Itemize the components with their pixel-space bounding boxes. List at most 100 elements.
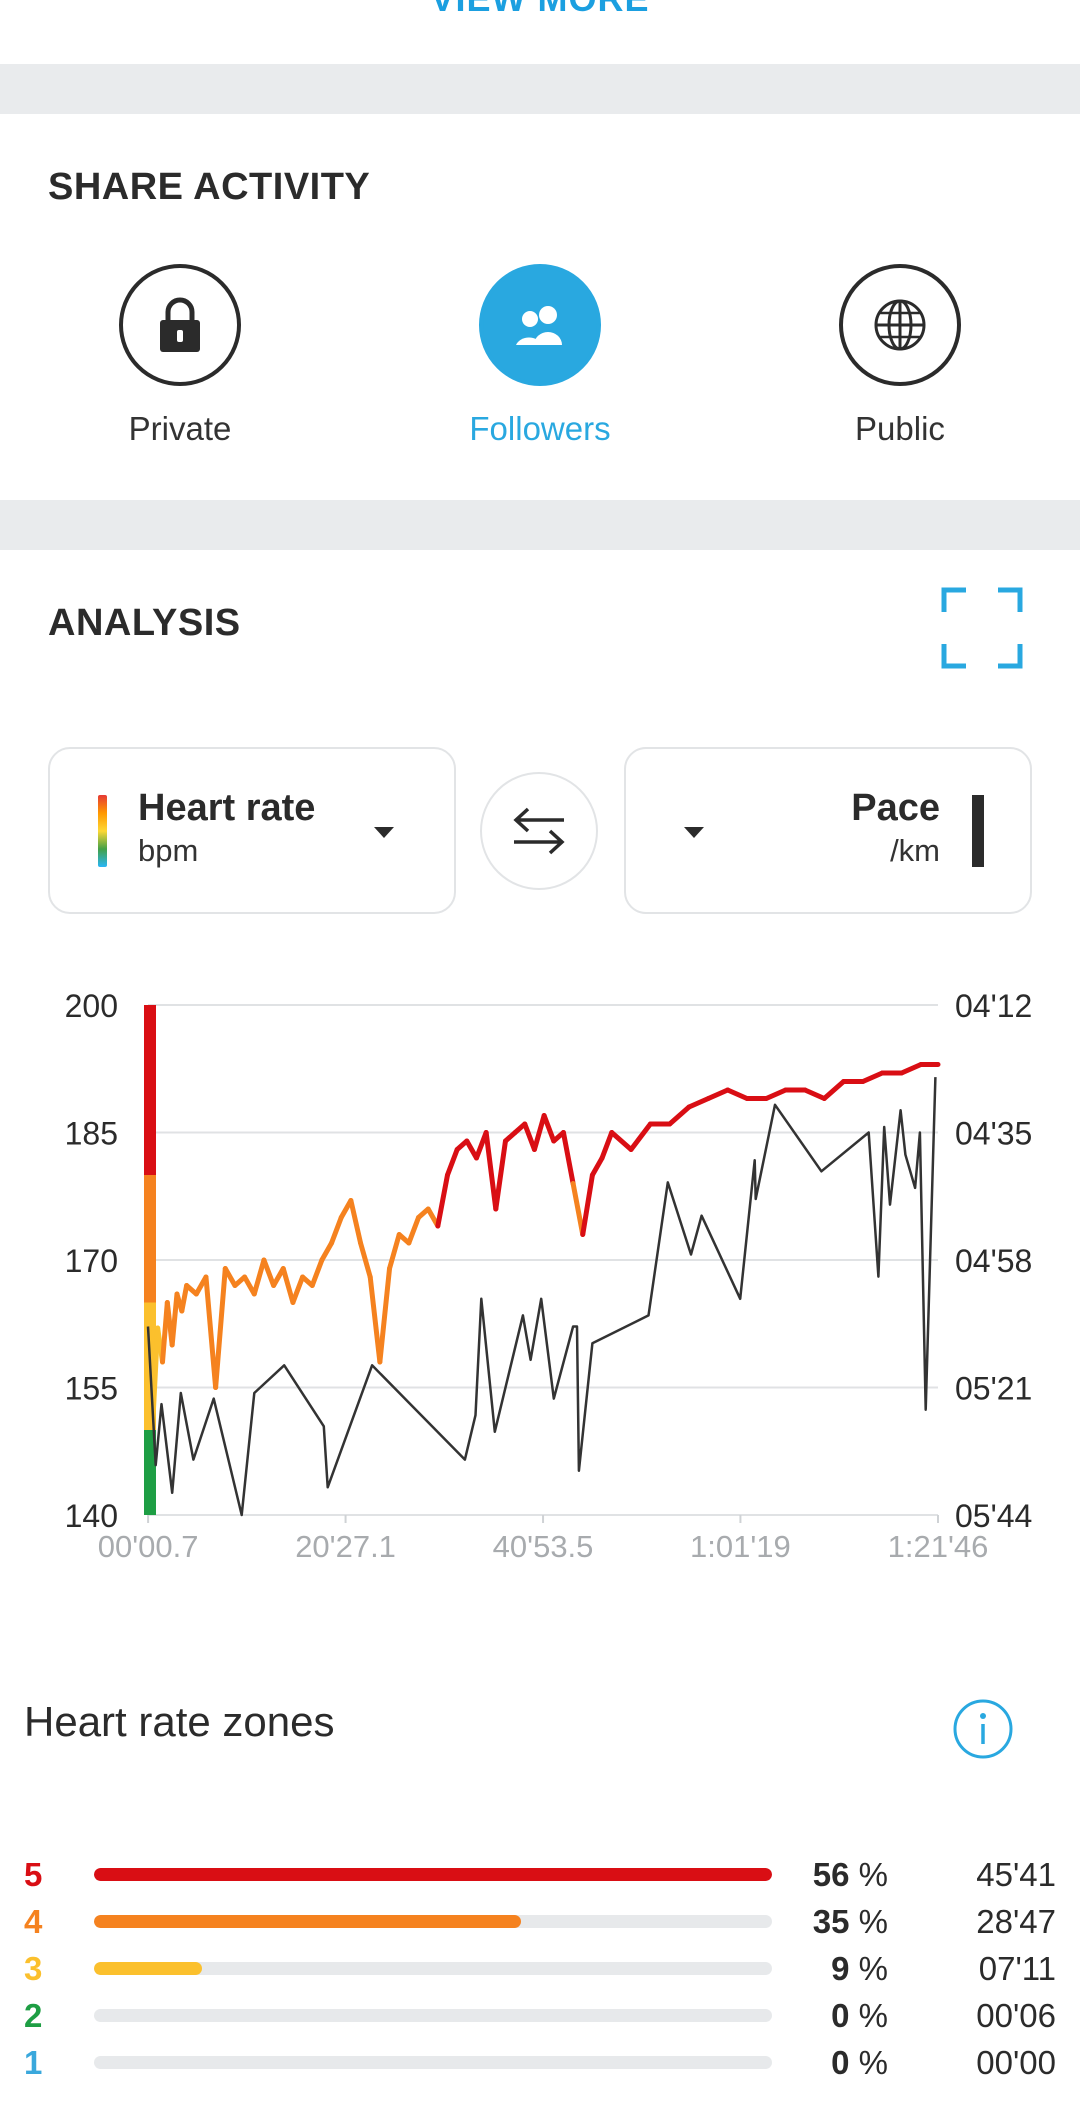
- analysis-card: ANALYSIS Heart rate bpm Pace /km 200 04'1…: [0, 550, 1080, 2115]
- heart-rate-segment: [483, 1130, 499, 1212]
- zone-percent-unit: %: [858, 1997, 888, 2034]
- heart-rate-segment: [367, 1274, 383, 1365]
- heart-rate-segment: [203, 1274, 219, 1390]
- zone-duration: 00'00: [976, 2044, 1056, 2081]
- heart-rate-segment: [560, 1130, 576, 1186]
- zone-percent: 35 %: [813, 1903, 888, 1941]
- zone-bar-fill: [94, 1915, 522, 1928]
- share-option-private[interactable]: Private: [60, 264, 300, 448]
- share-activity-title: SHARE ACTIVITY: [48, 166, 371, 208]
- lock-icon: [160, 297, 200, 352]
- swap-metrics-button[interactable]: [480, 772, 598, 890]
- zone-percent-value: 56: [812, 1856, 850, 1893]
- zone-percent: 0 %: [831, 2044, 888, 2082]
- zone-bar-track: [94, 2009, 772, 2022]
- heart-rate-segment: [763, 1087, 789, 1101]
- heart-rate-zones-title: Heart rate zones: [24, 1698, 335, 1745]
- zone-number: 5: [24, 1856, 43, 1893]
- zone-duration: 28'47: [976, 1903, 1056, 1940]
- heart-rate-segment: [213, 1266, 228, 1390]
- heart-rate-segment: [580, 1172, 595, 1237]
- heart-rate-segment: [860, 1070, 885, 1084]
- zone-bar-track: [94, 1915, 772, 1928]
- public-button[interactable]: [839, 264, 961, 386]
- heart-rate-segment: [179, 1283, 190, 1314]
- left-metric-title: Heart rate: [138, 787, 316, 829]
- zone-number: 2: [24, 1997, 43, 2034]
- heart-rate-segment: [628, 1121, 653, 1152]
- private-button[interactable]: [119, 264, 241, 386]
- section-divider: [0, 500, 1080, 550]
- left-metric-selector[interactable]: Heart rate bpm: [48, 747, 456, 914]
- heart-rate-segment: [522, 1121, 537, 1152]
- heart-rate-segment: [599, 1130, 615, 1161]
- zone-duration: 00'06: [976, 1997, 1056, 2034]
- zone-row: 1 0 % 00'00: [0, 2044, 1080, 2084]
- zone-percent: 9 %: [831, 1950, 888, 1988]
- zone-bar-fill: [94, 1868, 772, 1881]
- zone-percent-unit: %: [858, 1950, 888, 1987]
- heart-rate-segment: [802, 1087, 827, 1101]
- heart-rate-segment: [531, 1113, 547, 1152]
- share-option-public[interactable]: Public: [780, 264, 1020, 448]
- y-right-tick-label: 04'58: [955, 1243, 1032, 1279]
- y-left-tick-label: 200: [65, 988, 118, 1024]
- analysis-chart[interactable]: 200 04'12 185 04'35 170 04'58 155 05'21 140 05'44…: [0, 550, 1080, 1560]
- followers-button[interactable]: [479, 264, 601, 386]
- heart-rate-segment: [377, 1266, 393, 1365]
- zone-percent-value: 0: [831, 1997, 850, 2034]
- zone-axis-band: [144, 1430, 156, 1515]
- heart-rate-segment: [329, 1215, 344, 1246]
- x-tick-label: 40'53.5: [493, 1529, 594, 1560]
- zone-percent-unit: %: [858, 1856, 888, 1893]
- heart-rate-segment: [290, 1274, 306, 1305]
- heart-rate-segment: [570, 1181, 586, 1237]
- x-tick-label: 00'00.7: [98, 1529, 199, 1560]
- zone-bar-track: [94, 2056, 772, 2069]
- x-tick-label: 1:21'46: [888, 1529, 989, 1560]
- zone-row: 3 9 % 07'11: [0, 1950, 1080, 1990]
- heart-rate-segment: [435, 1172, 450, 1229]
- zone-axis-band: [144, 1005, 156, 1175]
- followers-label: Followers: [469, 410, 611, 447]
- info-icon[interactable]: [952, 1698, 1014, 1760]
- heart-rate-segment: [251, 1257, 267, 1297]
- heart-rate-segment: [309, 1257, 325, 1288]
- public-label: Public: [855, 410, 945, 447]
- zone-percent-value: 9: [831, 1950, 850, 1987]
- view-more-link[interactable]: VIEW MORE: [0, 0, 1080, 20]
- zone-number: 3: [24, 1950, 43, 1987]
- pace-legend-swatch: [972, 795, 984, 867]
- heart-rate-segment: [444, 1147, 460, 1178]
- heart-rate-segment: [705, 1087, 731, 1101]
- globe-icon: [874, 299, 926, 351]
- zone-percent: 0 %: [831, 1997, 888, 2035]
- chevron-down-icon: [374, 827, 394, 838]
- fullscreen-icon[interactable]: [940, 586, 1024, 670]
- heart-rate-gradient-legend: [98, 795, 107, 867]
- swap-arrows-icon: [513, 807, 565, 855]
- heart-rate-segment: [686, 1096, 711, 1110]
- heart-rate-segment: [667, 1104, 692, 1127]
- heart-rate-segment: [899, 1062, 924, 1076]
- y-right-tick-label: 05'21: [955, 1371, 1032, 1407]
- heart-rate-segment: [358, 1240, 373, 1280]
- private-label: Private: [128, 410, 232, 447]
- heart-rate-segment: [609, 1130, 634, 1152]
- zone-axis-band: [144, 1175, 156, 1303]
- heart-rate-segment: [406, 1215, 422, 1246]
- heart-rate-segment: [493, 1138, 508, 1212]
- share-option-followers[interactable]: Followers: [420, 264, 660, 448]
- zone-percent-unit: %: [858, 2044, 888, 2081]
- x-tick-label: 1:01'19: [690, 1529, 791, 1560]
- y-left-tick-label: 170: [65, 1243, 118, 1279]
- zone-duration: 07'11: [978, 1950, 1056, 1987]
- previous-card: VIEW MORE: [0, 0, 1080, 64]
- right-metric-selector[interactable]: Pace /km: [624, 747, 1032, 914]
- right-metric-unit: /km: [890, 833, 940, 868]
- zone-duration: 45'41: [976, 1856, 1056, 1893]
- y-right-tick-label: 05'44: [955, 1498, 1032, 1534]
- heart-rate-segment: [222, 1266, 238, 1288]
- y-left-tick-label: 185: [65, 1116, 118, 1152]
- zone-percent-unit: %: [858, 1903, 888, 1940]
